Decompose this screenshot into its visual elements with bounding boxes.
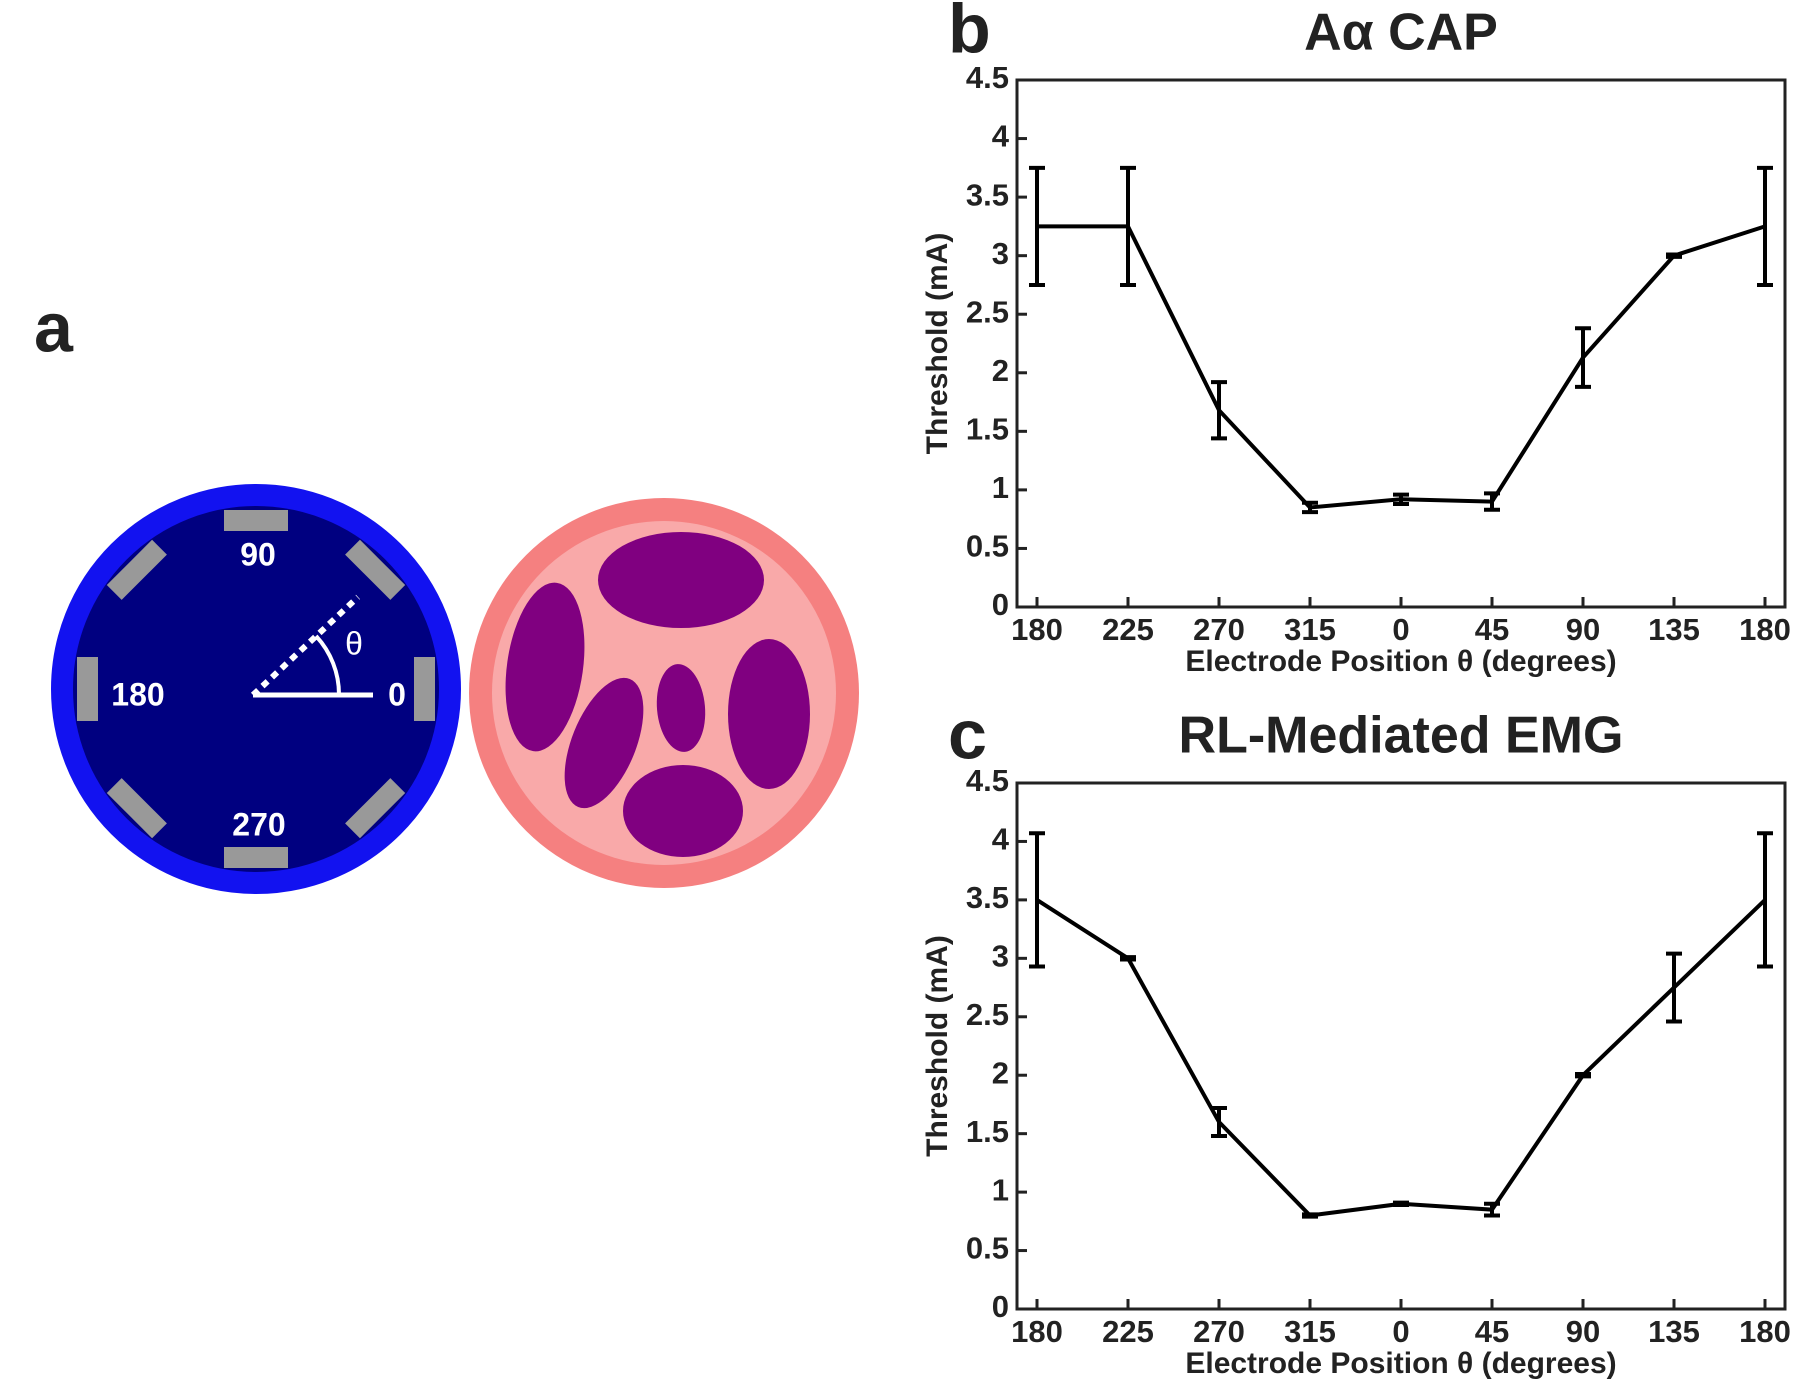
- y-tick-label: 4: [992, 822, 1010, 857]
- error-bar: [1120, 955, 1136, 962]
- x-tick-label: 135: [1648, 612, 1700, 647]
- error-bar: [1757, 831, 1773, 969]
- chart-title: RL-Mediated EMG: [1179, 707, 1624, 765]
- y-tick-label: 3: [992, 939, 1009, 974]
- y-tick-label: 2.5: [966, 997, 1009, 1032]
- electrode: [345, 539, 406, 600]
- x-tick-label: 180: [1739, 612, 1791, 647]
- x-tick-label: 315: [1284, 612, 1336, 647]
- y-tick-label: 3: [992, 236, 1009, 271]
- x-tick-label: 225: [1102, 1314, 1154, 1349]
- y-tick-label: 4.5: [966, 763, 1009, 798]
- error-bar: [1393, 492, 1409, 506]
- x-tick-label: 180: [1739, 1314, 1791, 1349]
- error-bar: [1484, 1201, 1500, 1218]
- x-tick-label: 0: [1392, 612, 1409, 647]
- y-tick-label: 2.5: [966, 294, 1009, 329]
- error-bar: [1666, 951, 1682, 1024]
- x-tick-label: 90: [1566, 612, 1600, 647]
- x-tick-label: 45: [1475, 1314, 1509, 1349]
- electrode: [224, 847, 288, 868]
- electrode: [106, 539, 167, 600]
- y-tick-label: 0.5: [966, 1231, 1009, 1266]
- x-tick-label: 270: [1193, 612, 1245, 647]
- chart-title: Aα CAP: [1304, 4, 1498, 62]
- panel-label: c: [948, 695, 987, 773]
- x-axis-label: Electrode Position θ (degrees): [1185, 645, 1616, 678]
- x-tick-label: 180: [1011, 1314, 1063, 1349]
- electrode-label: 180: [111, 676, 164, 712]
- y-tick-label: 1.5: [966, 412, 1009, 447]
- y-tick-label: 4.5: [966, 60, 1009, 95]
- angle-line: [250, 594, 361, 698]
- y-tick-label: 3.5: [966, 177, 1009, 212]
- electrode-label: 90: [240, 536, 276, 572]
- x-tick-label: 225: [1102, 612, 1154, 647]
- electrode-label: 270: [232, 806, 285, 842]
- x-tick-label: 180: [1011, 612, 1063, 647]
- x-axis-label: Electrode Position θ (degrees): [1185, 1347, 1616, 1380]
- error-bar: [1666, 252, 1682, 259]
- x-tick-label: 135: [1648, 1314, 1700, 1349]
- angle-arc: [314, 634, 342, 696]
- fascicle: [564, 677, 644, 809]
- electrode: [414, 657, 435, 721]
- x-tick-label: 90: [1566, 1314, 1600, 1349]
- error-bar: [1211, 1105, 1227, 1138]
- electrode: [77, 657, 98, 721]
- panel-label: a: [34, 288, 74, 366]
- y-tick-label: 2: [992, 1055, 1009, 1090]
- y-tick-label: 4: [992, 119, 1010, 154]
- x-tick-label: 0: [1392, 1314, 1409, 1349]
- error-bar: [1302, 500, 1318, 515]
- error-bar: [1120, 165, 1136, 287]
- electrode: [345, 778, 406, 839]
- y-tick-label: 1: [992, 1172, 1009, 1207]
- y-axis-label: Threshold (mA): [921, 233, 954, 455]
- plot-frame: [1015, 781, 1787, 1311]
- y-tick-label: 0: [992, 1289, 1009, 1324]
- fascicle: [598, 532, 764, 628]
- fascicle: [656, 664, 706, 752]
- error-bar: [1757, 165, 1773, 287]
- nerve: [469, 498, 859, 888]
- error-bar: [1575, 326, 1591, 389]
- angle-label: θ: [345, 625, 363, 661]
- y-tick-label: 2: [992, 353, 1009, 388]
- electrodes: [77, 510, 435, 868]
- error-bar: [1575, 1072, 1591, 1079]
- data-line: [1037, 224, 1766, 510]
- y-axis-label: Threshold (mA): [921, 935, 954, 1157]
- panel-label: b: [948, 0, 991, 67]
- y-tick-label: 0: [992, 587, 1009, 622]
- x-tick-label: 45: [1475, 612, 1509, 647]
- y-tick-label: 1: [992, 470, 1009, 505]
- fascicle: [623, 765, 743, 857]
- electrode-label: 0: [388, 676, 406, 712]
- error-bar: [1302, 1212, 1318, 1219]
- error-bar: [1211, 380, 1227, 441]
- electrode: [224, 510, 288, 531]
- electrode-cuff: 90 180 0 270 θ: [51, 484, 461, 894]
- y-tick-label: 0.5: [966, 529, 1009, 564]
- plot-frame: [1015, 78, 1787, 609]
- error-bar: [1029, 831, 1045, 969]
- y-tick-label: 1.5: [966, 1114, 1009, 1149]
- x-tick-label: 270: [1193, 1314, 1245, 1349]
- y-tick-label: 3.5: [966, 880, 1009, 915]
- error-bar: [1484, 491, 1500, 512]
- error-bar: [1393, 1200, 1409, 1207]
- data-line: [1035, 898, 1767, 1218]
- fascicle: [505, 582, 585, 752]
- electrode: [106, 778, 167, 839]
- fascicle: [728, 639, 810, 789]
- x-tick-label: 315: [1284, 1314, 1336, 1349]
- error-bar: [1029, 165, 1045, 287]
